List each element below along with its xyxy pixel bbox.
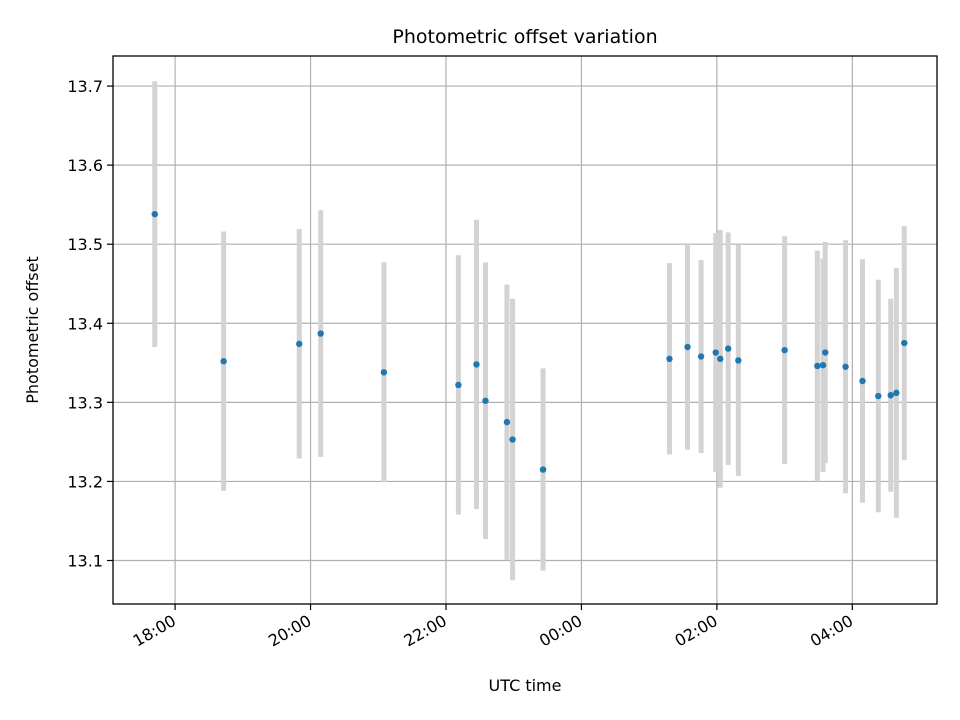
x-axis-label: UTC time <box>489 676 562 695</box>
data-point <box>482 397 489 404</box>
y-tick-label: 13.4 <box>67 314 103 333</box>
data-point <box>455 381 462 389</box>
y-axis-label: Photometric offset <box>23 256 42 404</box>
y-tick-label: 13.7 <box>67 77 103 96</box>
data-point <box>317 330 324 337</box>
data-point <box>717 355 724 363</box>
data-point <box>875 392 882 400</box>
chart-title: Photometric offset variation <box>392 26 657 48</box>
data-point <box>151 210 158 218</box>
data-point <box>712 349 719 356</box>
data-point <box>503 418 511 426</box>
data-point <box>814 362 821 370</box>
data-point <box>666 355 673 363</box>
data-point <box>220 358 227 365</box>
grid-layer <box>113 56 937 604</box>
y-tick-label: 13.1 <box>67 552 103 571</box>
data-point <box>380 369 388 376</box>
data-point <box>819 361 827 369</box>
plot-area-frame <box>112 55 938 605</box>
data-point <box>509 436 516 443</box>
data-point <box>859 377 866 385</box>
data-point <box>724 345 732 352</box>
y-tick-label: 13.5 <box>67 235 103 254</box>
y-tick-label: 13.2 <box>67 472 103 491</box>
data-point <box>697 353 705 360</box>
data-point <box>684 343 691 351</box>
data-point <box>735 357 742 364</box>
y-tick-label: 13.3 <box>67 393 103 412</box>
data-point <box>893 389 900 397</box>
y-tick-label: 13.6 <box>67 156 103 175</box>
data-point <box>887 392 894 399</box>
data-point <box>781 346 788 354</box>
data-point <box>296 340 303 348</box>
data-point <box>539 466 547 473</box>
point-layer <box>151 210 908 473</box>
data-point <box>901 339 908 347</box>
data-point <box>842 363 849 370</box>
data-point <box>473 361 480 368</box>
data-point <box>822 349 829 356</box>
